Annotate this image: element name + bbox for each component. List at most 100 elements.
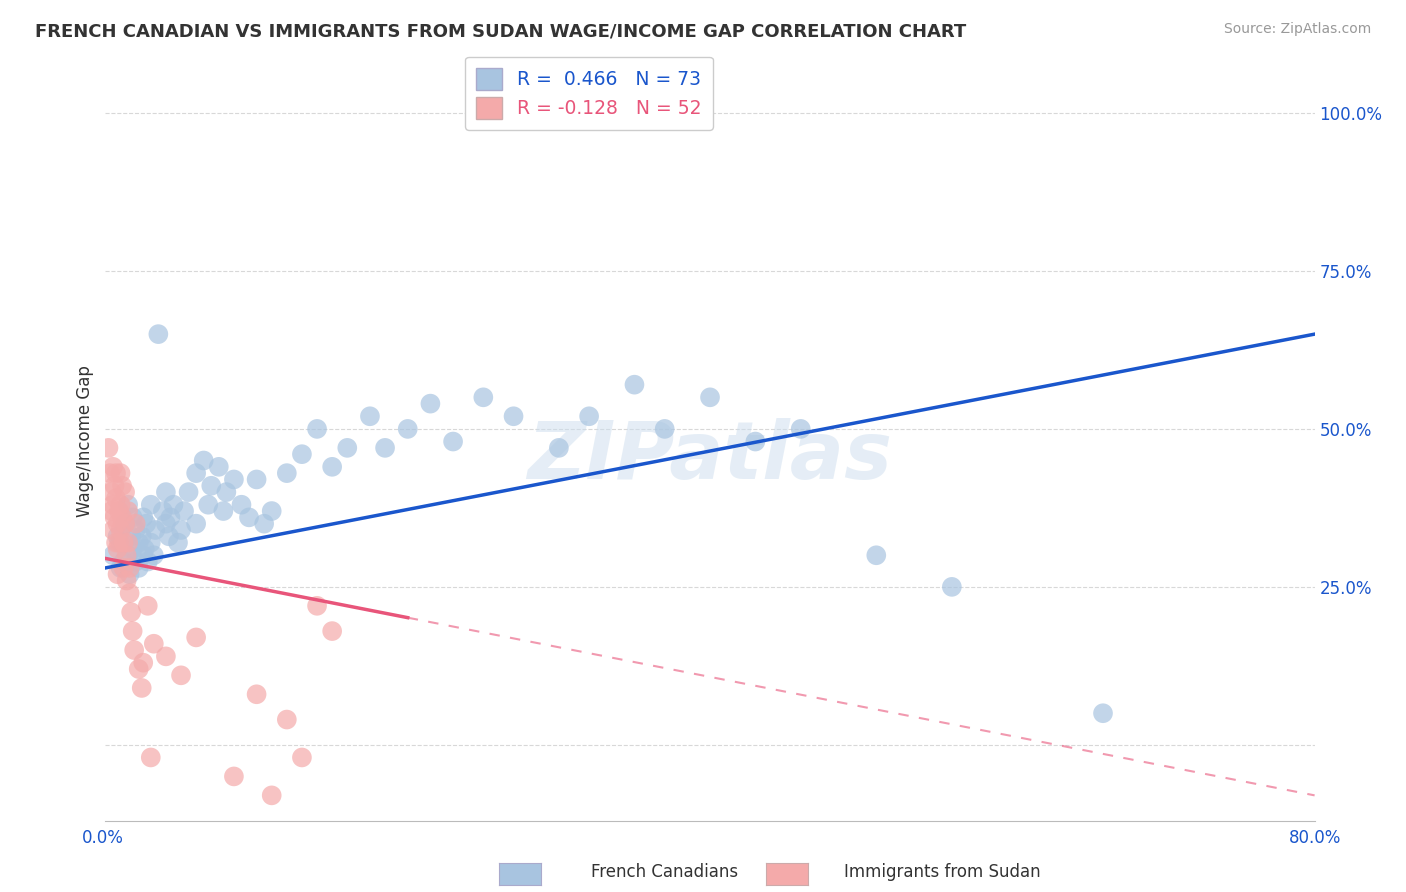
Point xyxy=(101,459,124,474)
Point xyxy=(152,504,174,518)
Point xyxy=(654,422,676,436)
Point xyxy=(170,668,193,682)
Point xyxy=(98,466,121,480)
Point xyxy=(307,422,329,436)
Point xyxy=(157,529,180,543)
Point xyxy=(155,649,177,664)
Point xyxy=(139,750,162,764)
Point xyxy=(132,548,155,563)
Point xyxy=(107,567,129,582)
Point xyxy=(246,687,269,701)
Point xyxy=(578,409,600,424)
Point xyxy=(419,396,441,410)
Point xyxy=(699,390,721,404)
Point xyxy=(105,491,128,506)
Point xyxy=(110,561,132,575)
Point xyxy=(155,485,177,500)
Point xyxy=(128,535,150,549)
Point xyxy=(396,422,419,436)
Point xyxy=(162,498,184,512)
Point xyxy=(222,769,245,783)
Point xyxy=(374,441,396,455)
Point xyxy=(103,479,125,493)
Point xyxy=(101,548,124,563)
Point xyxy=(291,750,314,764)
Point xyxy=(131,529,153,543)
Point xyxy=(120,529,142,543)
Point xyxy=(128,561,150,575)
Point xyxy=(121,510,143,524)
Point xyxy=(112,561,135,575)
Point xyxy=(111,479,134,493)
Point xyxy=(124,555,148,569)
Point xyxy=(121,541,143,556)
Point xyxy=(502,409,524,424)
Point xyxy=(118,586,141,600)
Point xyxy=(193,453,215,467)
Point xyxy=(118,567,141,582)
Point xyxy=(143,523,166,537)
Point xyxy=(246,473,269,487)
Point xyxy=(941,580,963,594)
Point xyxy=(101,498,124,512)
Point xyxy=(107,529,129,543)
Point xyxy=(276,713,298,727)
Point xyxy=(238,510,260,524)
Point xyxy=(136,599,159,613)
Point xyxy=(170,523,193,537)
Point xyxy=(114,516,136,531)
Point xyxy=(136,555,159,569)
Point xyxy=(155,516,177,531)
Point xyxy=(108,504,131,518)
Point xyxy=(120,605,142,619)
Text: ZIPatlas: ZIPatlas xyxy=(527,417,893,496)
Point xyxy=(103,510,125,524)
Y-axis label: Wage/Income Gap: Wage/Income Gap xyxy=(76,366,94,517)
Point xyxy=(115,574,138,588)
Point xyxy=(177,485,200,500)
Point xyxy=(132,656,155,670)
Point xyxy=(744,434,766,449)
Point xyxy=(186,516,208,531)
Point xyxy=(336,441,359,455)
Point xyxy=(131,681,153,695)
Point xyxy=(122,643,145,657)
Text: Source: ZipAtlas.com: Source: ZipAtlas.com xyxy=(1223,22,1371,37)
Point xyxy=(215,485,238,500)
Point xyxy=(321,624,343,639)
Point xyxy=(110,523,132,537)
Point xyxy=(112,535,135,549)
Point xyxy=(107,541,129,556)
Point xyxy=(212,504,235,518)
Point xyxy=(260,789,283,803)
Point xyxy=(865,548,887,563)
Point xyxy=(105,466,128,480)
Point xyxy=(124,516,148,531)
Point xyxy=(114,485,136,500)
Point xyxy=(117,504,139,518)
Point xyxy=(200,479,222,493)
Point xyxy=(132,510,155,524)
Point xyxy=(359,409,381,424)
Point xyxy=(105,535,128,549)
Point xyxy=(118,561,141,575)
Point xyxy=(107,516,129,531)
Point xyxy=(307,599,329,613)
Point xyxy=(110,498,132,512)
Point xyxy=(135,516,157,531)
Point xyxy=(231,498,253,512)
Point xyxy=(253,516,276,531)
Point xyxy=(159,510,181,524)
Point xyxy=(108,535,131,549)
Point xyxy=(117,498,139,512)
Point xyxy=(321,459,343,474)
Point xyxy=(276,466,298,480)
Point xyxy=(472,390,495,404)
Point xyxy=(222,473,245,487)
Point xyxy=(142,637,165,651)
Point xyxy=(186,466,208,480)
Point xyxy=(139,535,162,549)
Point xyxy=(121,624,143,639)
Point xyxy=(97,441,120,455)
Point xyxy=(441,434,464,449)
